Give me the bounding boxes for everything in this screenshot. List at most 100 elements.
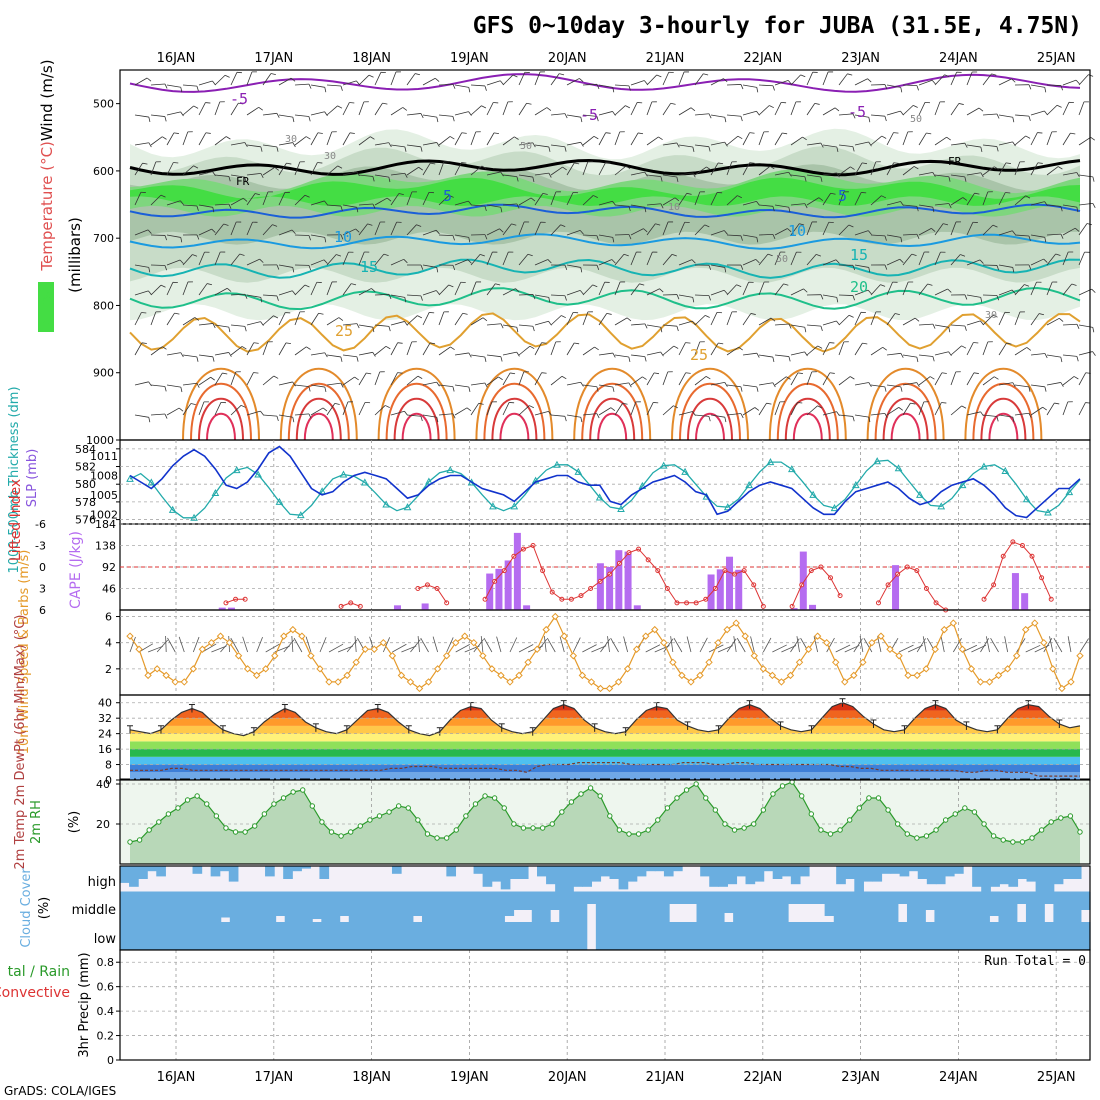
- cloud-bar-middle: [714, 892, 725, 922]
- date-label-top: 18JAN: [352, 51, 391, 66]
- cloud-bar-middle: [120, 892, 130, 922]
- contour-label: 50: [776, 254, 788, 265]
- wind-barb: [694, 294, 710, 297]
- wind-barb: [534, 144, 549, 148]
- wind-barb-flag: [931, 228, 936, 232]
- wind-barb-flag: [596, 116, 599, 122]
- wind-speed-point: [433, 665, 442, 673]
- wind-barb: [902, 204, 917, 207]
- wind-barb: [214, 324, 229, 328]
- cloud-bar-middle: [778, 892, 789, 922]
- wind-barb-flag: [1057, 166, 1063, 170]
- cloud-bar-middle: [870, 892, 881, 922]
- wind-barb: [502, 351, 517, 356]
- wind-barb-flag: [484, 234, 488, 240]
- wind-barb: [813, 636, 819, 653]
- wind-barb: [550, 315, 562, 326]
- wind-barb-flag: [867, 230, 872, 235]
- cloud-bar-middle: [925, 892, 936, 910]
- wind-barb-flag: [367, 223, 373, 226]
- wind-barb: [422, 290, 437, 296]
- warm-contour: [393, 397, 440, 441]
- wind-speed-point: [153, 665, 161, 673]
- cape-bar: [495, 568, 503, 610]
- wind-barb: [230, 405, 242, 416]
- wind-barb-flag: [317, 162, 323, 164]
- wind-barb: [294, 346, 307, 356]
- wind-barb-flag: [306, 346, 311, 350]
- wind-barb-flag: [372, 176, 375, 182]
- warm-contour: [295, 397, 342, 441]
- date-label-bottom: 21JAN: [646, 1070, 685, 1085]
- cloud-bar-high: [391, 866, 402, 874]
- cape-bar: [523, 605, 531, 610]
- wind-barb-flag: [756, 353, 760, 358]
- y-tick-label: 0.6: [97, 981, 115, 994]
- wind-speed-point: [632, 645, 641, 653]
- wind-barb-flag: [862, 342, 868, 345]
- temp-contour-10: [129, 233, 1081, 250]
- axis-label: 2m Temp 2m DewPt (6hr Min/Max) (°C): [13, 615, 28, 870]
- wind-barb-flag: [511, 223, 517, 226]
- wind-barb-flag: [196, 383, 200, 388]
- wind-barb-flag: [290, 77, 296, 82]
- wind-barb: [534, 410, 549, 416]
- wind-barb-flag: [656, 74, 662, 78]
- wind-barb-flag: [385, 405, 390, 408]
- wind-barb: [166, 162, 174, 176]
- wind-barb: [198, 323, 213, 326]
- wind-barb-flag: [770, 317, 776, 322]
- wind-barb-flag: [994, 166, 999, 170]
- wind-barb-flag: [452, 84, 456, 89]
- wind-barb-flag: [148, 417, 151, 423]
- wind-barb-flag: [961, 345, 967, 349]
- wind-barb: [278, 342, 287, 356]
- cloud-bar-middle: [266, 892, 277, 922]
- thickness-point: [894, 464, 903, 472]
- wind-barb-flag: [788, 172, 792, 177]
- wind-barb-flag: [500, 171, 504, 177]
- wind-barb: [686, 636, 692, 653]
- wind-barb: [582, 83, 598, 86]
- wind-barb-flag: [884, 386, 887, 392]
- wind-barb-flag: [724, 267, 727, 273]
- rh-point: [607, 813, 613, 819]
- wind-barb-flag: [708, 113, 712, 119]
- wind-barb: [726, 384, 741, 388]
- wind-barb-flag: [468, 352, 472, 358]
- wind-barb-flag: [417, 375, 423, 379]
- cloud-bar-low: [513, 922, 524, 950]
- cloud-bar-middle: [312, 892, 322, 919]
- wind-barb: [262, 167, 275, 176]
- wind-barb-flag: [385, 345, 391, 350]
- wind-barb: [374, 72, 382, 86]
- cloud-bar-middle: [971, 892, 981, 922]
- wind-barb: [710, 192, 718, 206]
- wind-barb-flag: [992, 224, 998, 228]
- wind-barb: [150, 114, 165, 117]
- wind-barb-flag: [900, 386, 903, 392]
- cloud-bar-middle: [403, 892, 414, 922]
- wind-barb-flag: [592, 284, 598, 288]
- temp-band: [130, 741, 1080, 750]
- wind-barb-flag: [383, 253, 389, 257]
- wind-barb: [390, 410, 405, 416]
- wind-barb: [790, 101, 797, 116]
- cloud-bar-low: [357, 922, 368, 950]
- cloud-bar-low: [339, 922, 350, 950]
- wind-barb: [358, 101, 365, 116]
- wind-barb: [518, 197, 532, 206]
- wind-barb: [182, 403, 192, 416]
- thickness-point: [510, 502, 519, 510]
- warm-contour: [597, 412, 628, 441]
- wind-barb-flag: [1055, 253, 1061, 256]
- cloud-bar-low: [961, 922, 972, 950]
- wind-barb: [486, 251, 493, 266]
- wind-barb-flag: [1028, 413, 1032, 418]
- wind-barb: [822, 107, 836, 116]
- wind-barb: [863, 637, 873, 653]
- rh-point: [204, 801, 210, 807]
- wind-barb: [262, 315, 274, 326]
- wind-barb-flag: [196, 356, 199, 362]
- wind-barb-flag: [1011, 289, 1016, 294]
